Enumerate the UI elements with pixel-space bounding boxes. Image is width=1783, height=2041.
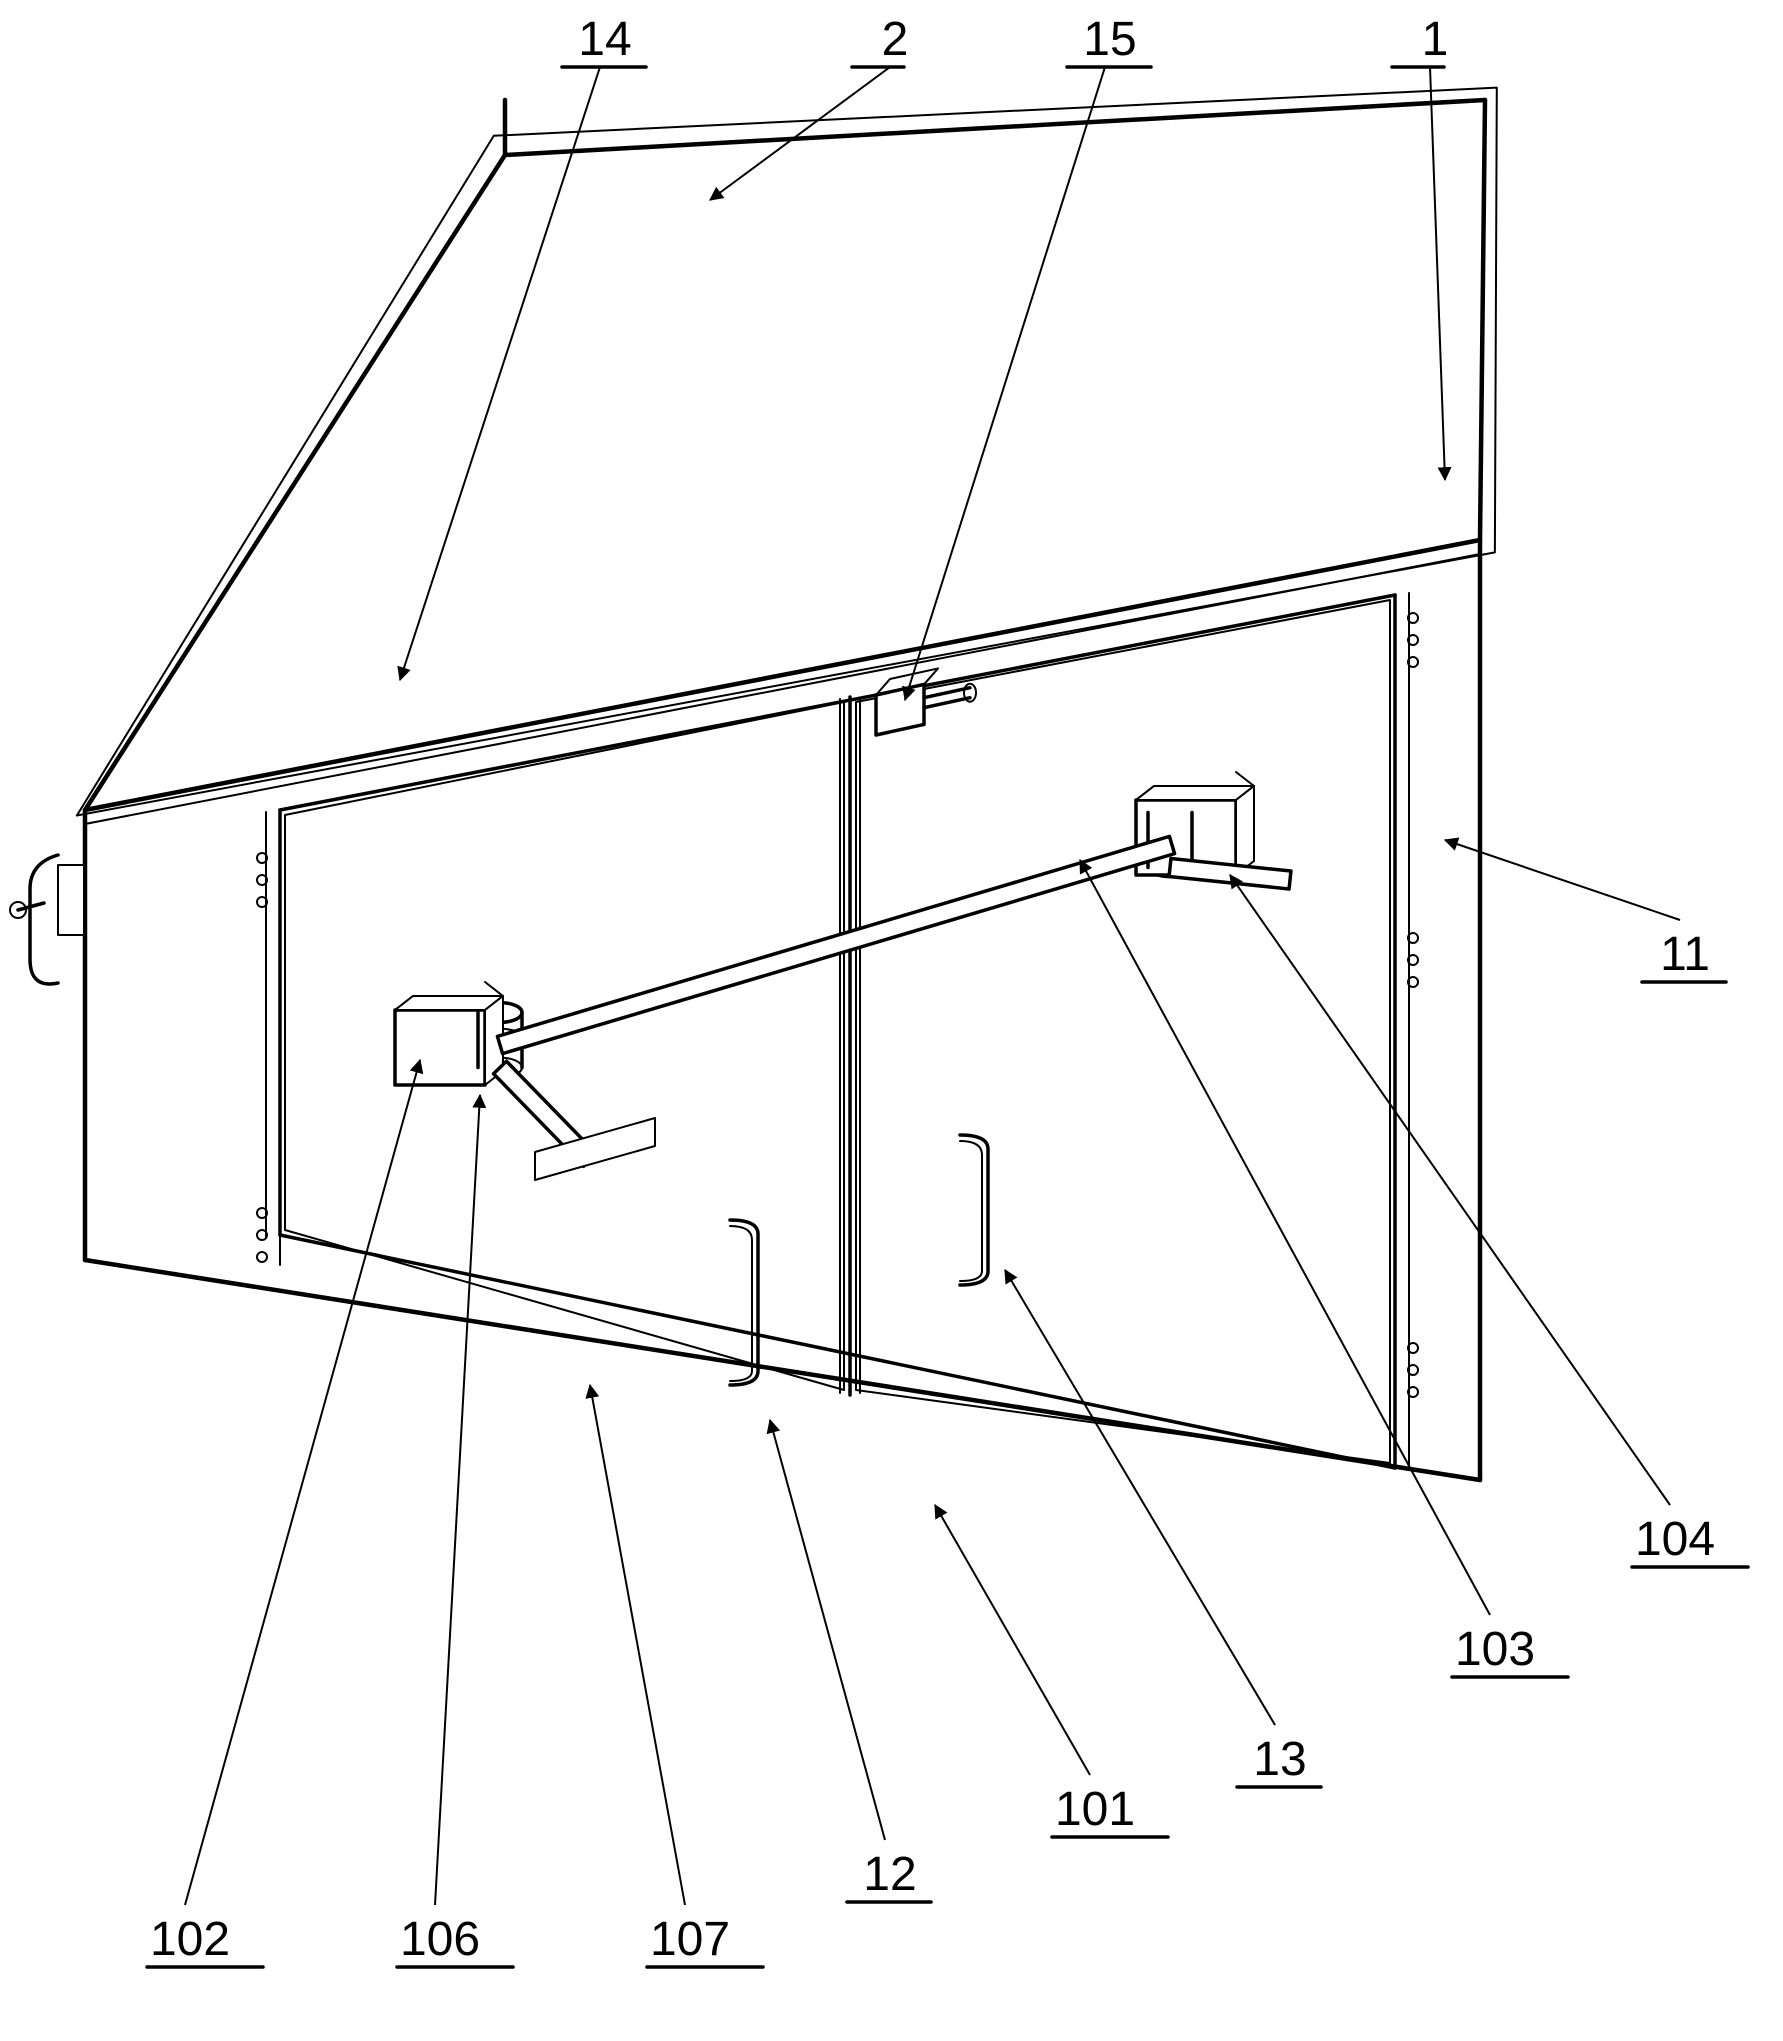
callout-14: 14 [578, 13, 631, 66]
locking-bar-rod [497, 836, 1174, 1053]
leader [185, 1060, 420, 1905]
callout-103: 103 [1455, 1623, 1535, 1676]
svg-text:102: 102 [150, 1913, 230, 1966]
svg-text:104: 104 [1635, 1513, 1715, 1566]
leader [435, 1095, 480, 1905]
leader [1005, 1270, 1275, 1725]
callout-104: 104 [1635, 1513, 1715, 1566]
svg-text:15: 15 [1083, 13, 1136, 66]
svg-text:106: 106 [400, 1913, 480, 1966]
svg-text:2: 2 [882, 13, 909, 66]
callout-106: 106 [400, 1913, 480, 1966]
svg-text:1: 1 [1422, 13, 1449, 66]
svg-text:103: 103 [1455, 1623, 1535, 1676]
callout-2: 2 [882, 13, 909, 66]
svg-text:13: 13 [1253, 1733, 1306, 1786]
leader [935, 1505, 1090, 1775]
leader [590, 1385, 685, 1905]
svg-text:101: 101 [1055, 1783, 1135, 1836]
callout-11: 11 [1660, 928, 1710, 981]
callout-102: 102 [150, 1913, 230, 1966]
lid-inner [77, 88, 1497, 816]
bar-drop-right [1169, 859, 1291, 889]
leader [1230, 875, 1670, 1505]
svg-text:12: 12 [863, 1848, 916, 1901]
svg-text:11: 11 [1660, 928, 1710, 981]
callout-1: 1 [1422, 13, 1449, 66]
callout-107: 107 [650, 1913, 730, 1966]
svg-text:107: 107 [650, 1913, 730, 1966]
callout-13: 13 [1253, 1733, 1306, 1786]
bar-support-left [395, 1010, 485, 1085]
leader [905, 67, 1105, 700]
door-right[interactable] [856, 600, 1390, 1463]
leader [1430, 67, 1445, 480]
callout-101: 101 [1055, 1783, 1135, 1836]
svg-text:14: 14 [578, 13, 631, 66]
callout-12: 12 [863, 1848, 916, 1901]
callout-15: 15 [1083, 13, 1136, 66]
leader [770, 1420, 885, 1840]
door-left[interactable] [285, 702, 844, 1390]
